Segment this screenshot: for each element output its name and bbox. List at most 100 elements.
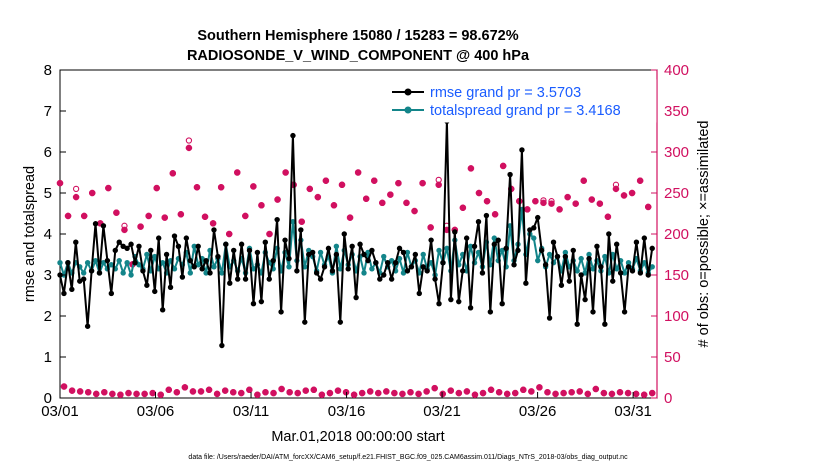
rmse-point (325, 245, 332, 252)
obs-assimilated-point (415, 390, 422, 398)
rmse-point (546, 315, 553, 321)
obs-assimilated-point (544, 389, 551, 396)
spread-point (467, 243, 474, 249)
obs-assimilated-point (564, 193, 571, 201)
obs-assimilated-point (475, 189, 483, 197)
obs-assimilated-point (282, 169, 289, 176)
x-tick-label: 03/21 (423, 403, 461, 420)
obs-assimilated-point (141, 390, 148, 398)
obs-assimilated-point (318, 391, 326, 398)
obs-assimilated-point (161, 214, 168, 221)
rmse-point (258, 298, 265, 305)
rmse-point (396, 245, 403, 252)
spread-point (159, 260, 166, 266)
rmse-point (392, 260, 399, 266)
obs-assimilated-point (346, 214, 354, 221)
obs-assimilated-point (246, 386, 253, 393)
rmse-point (353, 294, 359, 301)
spread-point (404, 249, 411, 256)
obs-assimilated-point (632, 390, 640, 398)
rmse-point (463, 235, 470, 241)
rmse-point (388, 276, 395, 282)
spread-point (531, 235, 537, 241)
obs-assimilated-point (254, 391, 261, 398)
rmse-point (254, 249, 261, 256)
obs-assimilated-point (358, 389, 366, 397)
y2-tick-label: 100 (664, 308, 689, 325)
spread-point (641, 260, 648, 266)
legend-rmse-marker (404, 88, 412, 96)
obs-assimilated-point (274, 196, 281, 203)
obs-assimilated-point (173, 389, 181, 396)
obs-markers (56, 137, 656, 398)
obs-assimilated-point (326, 389, 334, 397)
obs-assimilated-point (89, 189, 96, 197)
rmse-point (156, 235, 162, 241)
spread-point (80, 270, 87, 276)
rmse-point (183, 235, 190, 241)
spread-point (420, 251, 426, 258)
spread-point (625, 260, 632, 266)
y-tick-label: 5 (44, 185, 52, 202)
rmse-point (286, 255, 292, 262)
rmse-point (550, 239, 557, 245)
rmse-point (471, 243, 478, 249)
rmse-point (242, 276, 249, 282)
spread-point (128, 272, 134, 278)
x-tick-label: 03/16 (328, 403, 366, 420)
x-tick-label: 03/06 (137, 403, 175, 420)
spread-point (586, 251, 592, 258)
obs-assimilated-point (266, 230, 273, 238)
rmse-point (207, 270, 213, 276)
obs-assimilated-point (334, 387, 342, 394)
y2-tick-label: 0 (664, 390, 672, 407)
obs-assimilated-point (56, 179, 64, 187)
obs-assimilated-point (165, 386, 172, 393)
rmse-point (92, 221, 99, 227)
obs-assimilated-point (624, 389, 632, 397)
spread-point (84, 260, 91, 266)
rmse-point (416, 290, 422, 297)
obs-assimilated-point (411, 207, 418, 215)
spread-point (187, 270, 193, 276)
obs-assimilated-point (262, 389, 269, 396)
rmse-point (215, 253, 221, 260)
spread-point (649, 264, 655, 270)
obs-assimilated-point (177, 211, 185, 218)
obs-assimilated-point (435, 181, 442, 189)
obs-assimilated-point (121, 226, 128, 234)
rmse-point (483, 212, 490, 219)
y-tick-label: 0 (44, 390, 52, 407)
obs-assimilated-point (354, 169, 362, 176)
obs-assimilated-point (153, 184, 160, 192)
legend-spread-label: totalspread grand pr = 3.4168 (430, 103, 621, 119)
obs-assimilated-point (503, 390, 511, 398)
y2-tick-label: 250 (664, 185, 689, 202)
y2-axis-label: # of obs: o=possible; ×=assimilated (696, 121, 712, 348)
obs-assimilated-point (407, 389, 414, 396)
obs-assimilated-point (217, 184, 225, 191)
rmse-point (495, 237, 501, 243)
obs-assimilated-point (600, 389, 608, 397)
x-tick-label: 03/01 (41, 403, 79, 420)
obs-assimilated-point (185, 144, 193, 152)
rmse-point (554, 253, 561, 260)
obs-assimilated-point (616, 389, 624, 396)
spread-point (436, 247, 442, 254)
obs-assimilated-point (576, 388, 583, 395)
spread-point (535, 257, 541, 264)
obs-assimilated-point (298, 218, 305, 225)
obs-assimilated-point (439, 390, 446, 398)
spread-point (361, 270, 367, 276)
rmse-point (357, 241, 363, 247)
obs-assimilated-point (423, 388, 430, 395)
rmse-point (333, 251, 340, 258)
obs-assimilated-point (367, 388, 374, 395)
rmse-point (645, 272, 651, 278)
rmse-point (309, 249, 316, 256)
rmse-point (104, 257, 111, 264)
obs-assimilated-point (68, 387, 76, 394)
obs-assimilated-point (221, 387, 229, 394)
spread-point (144, 251, 150, 258)
spread-point (108, 262, 115, 268)
